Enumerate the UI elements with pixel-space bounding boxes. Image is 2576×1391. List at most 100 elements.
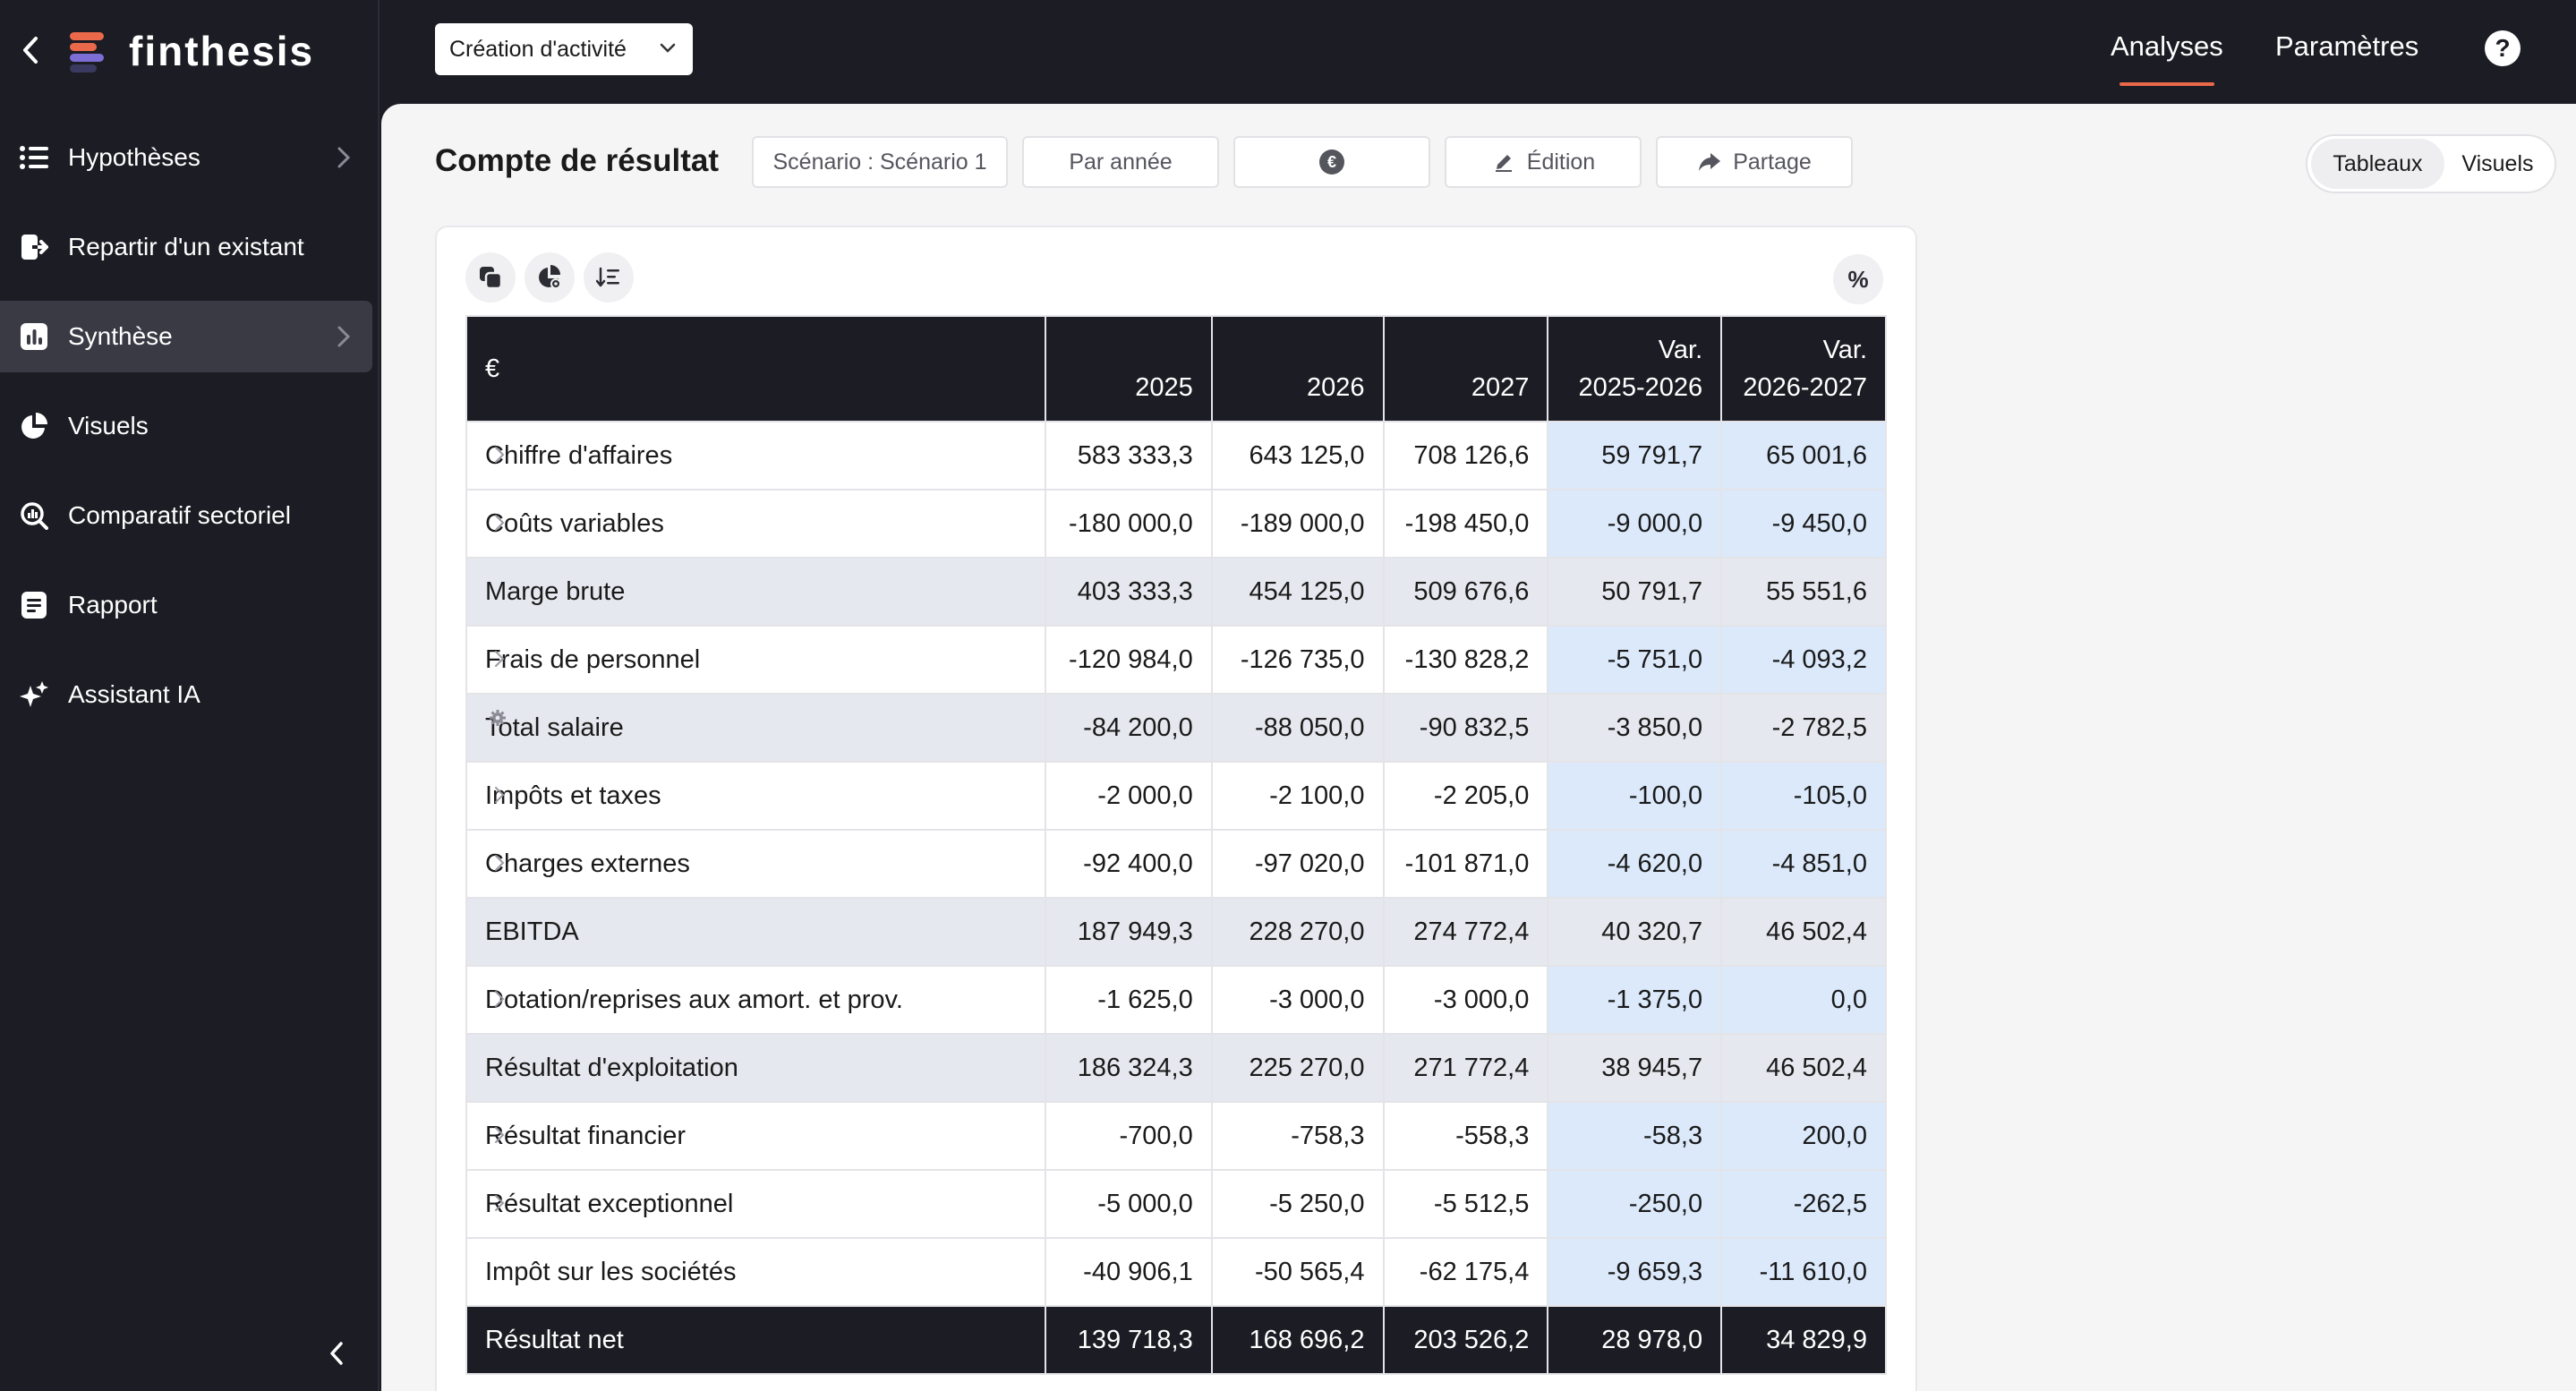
chevron-right-icon[interactable] (487, 442, 512, 467)
row-label-cell: Coûts variables (465, 489, 1046, 559)
view-tableaux-option[interactable]: Tableaux (2311, 139, 2444, 189)
row-label-cell: Résultat financier (465, 1101, 1046, 1171)
top-bar: Création d'activité Analyses Paramètres … (381, 0, 2576, 104)
logo-text: finthesis (129, 28, 315, 74)
sort-icon[interactable] (584, 252, 634, 303)
column-header-var-2026-2027: Var. 2026-2027 (1720, 315, 1887, 422)
value-cell: -5 250,0 (1210, 1169, 1385, 1239)
table-row: Impôt sur les sociétés -40 906,1 -50 565,4… (465, 1237, 1887, 1307)
period-select-value: Par année (1069, 149, 1173, 175)
variation-cell: 34 829,9 (1720, 1305, 1887, 1375)
row-label-cell: EBITDA (465, 897, 1046, 967)
variation-cell: 200,0 (1720, 1101, 1887, 1171)
bar-chart-icon (18, 320, 50, 353)
variation-cell: -1 375,0 (1547, 965, 1723, 1035)
row-label-cell: Impôt sur les sociétés (465, 1237, 1046, 1307)
sidebar-item-rapport[interactable]: Rapport (0, 569, 372, 641)
edition-button[interactable]: Édition (1445, 136, 1642, 188)
activity-select[interactable]: Création d'activité (435, 23, 693, 75)
variation-cell: 38 945,7 (1547, 1033, 1723, 1103)
column-header-var-range: 2025-2026 (1578, 373, 1703, 402)
sidebar-item-hypotheses[interactable]: Hypothèses (0, 122, 372, 193)
sidebar-item-assistant-ia[interactable]: Assistant IA (0, 659, 372, 730)
sidebar-item-repartir[interactable]: Repartir d'un existant (0, 211, 372, 283)
value-cell: -3 000,0 (1210, 965, 1385, 1035)
table-row[interactable]: Chiffre d'affaires 583 333,3 643 125,0 708 … (465, 421, 1887, 491)
table-row[interactable]: Résultat exceptionnel -5 000,0 -5 250,0 -5 … (465, 1169, 1887, 1239)
scenario-select-value: Scénario : Scénario 1 (772, 149, 987, 175)
sidebar-item-label: Visuels (68, 412, 149, 439)
value-cell: 228 270,0 (1210, 897, 1385, 967)
back-arrow-icon[interactable] (13, 32, 48, 68)
sidebar-item-comparatif[interactable]: Comparatif sectoriel (0, 480, 372, 551)
period-select[interactable]: Par année (1022, 136, 1219, 188)
table-row[interactable]: Coûts variables -180 000,0 -189 000,0 -198 … (465, 489, 1887, 559)
column-header-2026: 2026 (1210, 315, 1385, 422)
variation-cell: 59 791,7 (1547, 421, 1723, 491)
value-cell: -5 000,0 (1044, 1169, 1213, 1239)
row-label: Dotation/reprises aux amort. et prov. (485, 985, 903, 1014)
value-cell: -88 050,0 (1210, 693, 1385, 763)
chevron-right-icon[interactable] (487, 646, 512, 671)
chevron-down-icon (657, 38, 678, 59)
value-cell: -50 565,4 (1210, 1237, 1385, 1307)
chevron-right-icon[interactable] (487, 1122, 512, 1148)
chevron-right-icon (328, 320, 360, 353)
chevron-right-icon[interactable] (487, 782, 512, 807)
variation-cell: -4 851,0 (1720, 829, 1887, 899)
value-cell: 583 333,3 (1044, 421, 1213, 491)
value-cell: 274 772,4 (1382, 897, 1549, 967)
variation-cell: -9 000,0 (1547, 489, 1723, 559)
share-button[interactable]: Partage (1656, 136, 1853, 188)
table-row[interactable]: Impôts et taxes -2 000,0 -2 100,0 -2 205,0-… (465, 761, 1887, 831)
row-label-cell: Chiffre d'affaires (465, 421, 1046, 491)
variation-cell: -105,0 (1720, 761, 1887, 831)
table-header-row: € 2025 2026 2027 Var. 2025-2026 Var. 2026-… (465, 315, 1887, 422)
column-header-var-label: Var. (1658, 336, 1703, 364)
tab-analyses[interactable]: Analyses (2111, 30, 2223, 86)
row-label: Charges externes (485, 849, 690, 878)
row-label-cell: Résultat net (465, 1305, 1046, 1375)
chevron-right-icon[interactable] (487, 850, 512, 875)
app-logo[interactable]: finthesis (70, 27, 314, 75)
gear-icon[interactable] (487, 707, 508, 729)
chevron-right-icon[interactable] (487, 510, 512, 535)
help-icon[interactable]: ? (2485, 30, 2521, 66)
value-cell: -180 000,0 (1044, 489, 1213, 559)
value-cell: -3 000,0 (1382, 965, 1549, 1035)
currency-select[interactable]: € (1233, 136, 1430, 188)
tab-parametres[interactable]: Paramètres (2275, 30, 2419, 62)
variation-cell: 46 502,4 (1720, 897, 1887, 967)
row-label-cell: Résultat d'exploitation (465, 1033, 1046, 1103)
value-cell: 509 676,6 (1382, 557, 1549, 627)
column-header-2025: 2025 (1044, 315, 1213, 422)
chevron-right-icon[interactable] (487, 986, 512, 1011)
value-cell: -2 100,0 (1210, 761, 1385, 831)
import-icon (18, 231, 50, 263)
table-row: Total salaire -84 200,0 -88 050,0 -90 832,5… (465, 693, 1887, 763)
share-arrow-icon (1697, 149, 1722, 175)
table-body: Chiffre d'affaires 583 333,3 643 125,0 708 … (465, 421, 1887, 1375)
row-label-cell: Charges externes (465, 829, 1046, 899)
value-cell: 139 718,3 (1044, 1305, 1213, 1375)
percent-toggle-button[interactable]: % (1833, 254, 1883, 304)
value-cell: 271 772,4 (1382, 1033, 1549, 1103)
variation-cell: -250,0 (1547, 1169, 1723, 1239)
copy-icon[interactable] (465, 252, 516, 303)
value-cell: 203 526,2 (1382, 1305, 1549, 1375)
chart-settings-icon[interactable] (525, 252, 575, 303)
row-label: EBITDA (485, 917, 579, 946)
collapse-sidebar-icon[interactable] (320, 1336, 353, 1371)
value-cell: 187 949,3 (1044, 897, 1213, 967)
chevron-right-icon[interactable] (487, 1190, 512, 1216)
table-row[interactable]: Résultat financier -700,0 -758,3 -558,3 -58,… (465, 1101, 1887, 1171)
sidebar-item-synthese[interactable]: Synthèse (0, 301, 372, 372)
view-visuels-option[interactable]: Visuels (2461, 150, 2534, 176)
sidebar-item-visuels[interactable]: Visuels (0, 390, 372, 462)
chevron-right-icon (328, 141, 360, 174)
row-label-cell: Marge brute (465, 557, 1046, 627)
table-row[interactable]: Charges externes -92 400,0 -97 020,0 -101 8… (465, 829, 1887, 899)
table-row[interactable]: Dotation/reprises aux amort. et prov. -1 … (465, 965, 1887, 1035)
table-row[interactable]: Frais de personnel -120 984,0 -126 735,0 -1… (465, 625, 1887, 695)
scenario-select[interactable]: Scénario : Scénario 1 (752, 136, 1008, 188)
